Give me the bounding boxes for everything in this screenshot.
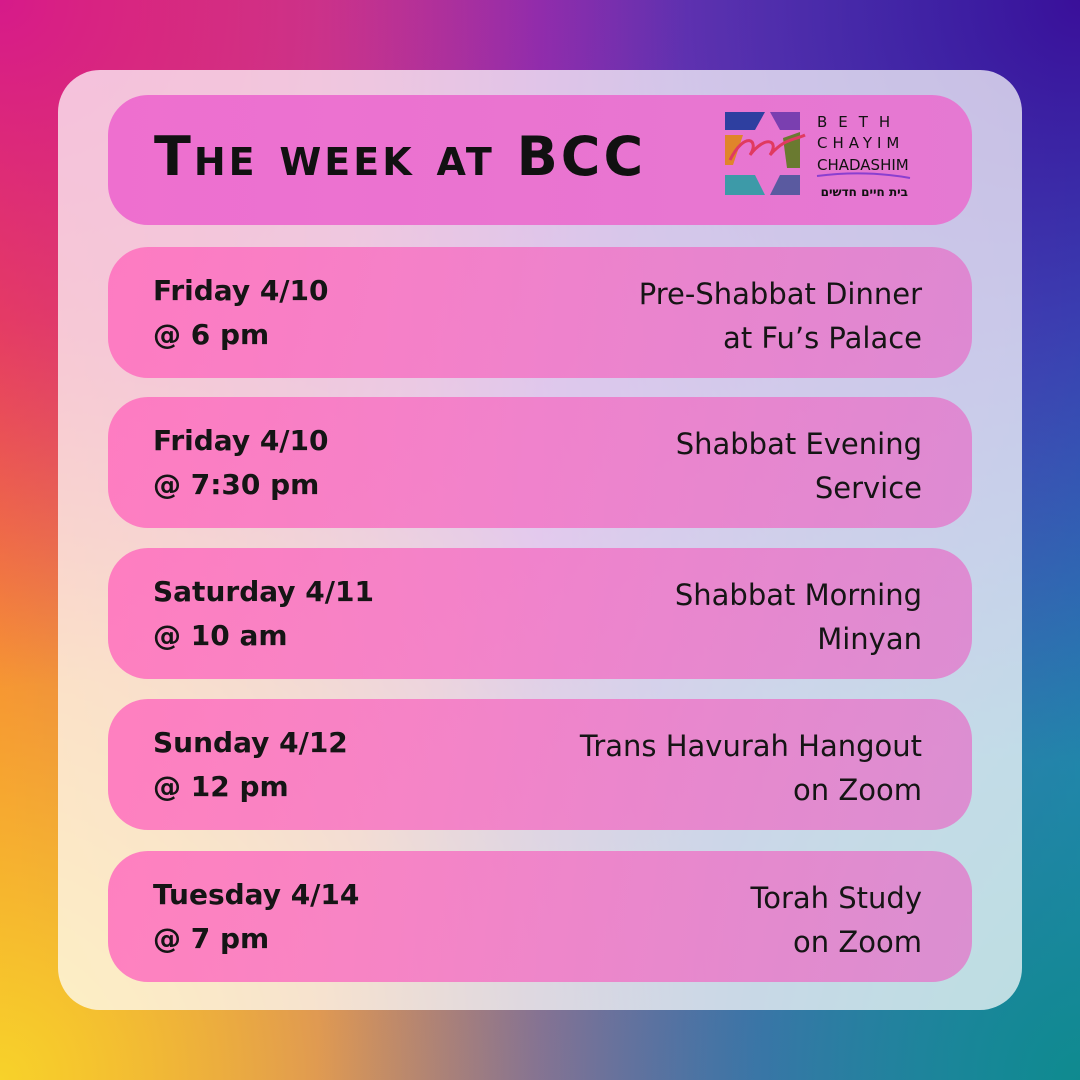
svg-text:BETH: BETH: [817, 113, 901, 131]
event-row: Tuesday 4/14 @ 7 pm Torah Study on Zoom: [108, 851, 972, 982]
event-time: @ 10 am: [153, 619, 288, 652]
event-location: Minyan: [817, 622, 922, 656]
page-title: The week at BCC: [154, 125, 647, 188]
event-title: Shabbat Evening: [675, 427, 922, 461]
event-day: Friday 4/10: [153, 424, 329, 457]
event-time: @ 7:30 pm: [153, 468, 320, 501]
event-day: Tuesday 4/14: [153, 878, 360, 911]
event-time: @ 6 pm: [153, 318, 270, 351]
event-day: Sunday 4/12: [153, 726, 348, 759]
event-row: Sunday 4/12 @ 12 pm Trans Havurah Hangout…: [108, 699, 972, 830]
event-location: on Zoom: [793, 925, 922, 959]
event-row: Saturday 4/11 @ 10 am Shabbat Morning Miny…: [108, 548, 972, 679]
event-title: Trans Havurah Hangout: [579, 729, 922, 763]
event-title: Shabbat Morning: [674, 578, 922, 612]
event-day: Saturday 4/11: [153, 575, 374, 608]
event-time: @ 12 pm: [153, 770, 289, 803]
event-row: Friday 4/10 @ 6 pm Pre-Shabbat Dinner at F…: [108, 247, 972, 378]
svg-text:בית חיים חדשים: בית חיים חדשים: [821, 185, 908, 199]
header-card: The week at BCC BETH CHAYIM CHADASHIM בי…: [108, 95, 972, 225]
event-location: on Zoom: [793, 773, 922, 807]
event-time: @ 7 pm: [153, 922, 270, 955]
event-title: Pre-Shabbat Dinner: [638, 277, 922, 311]
event-day: Friday 4/10: [153, 274, 329, 307]
svg-text:CHADASHIM: CHADASHIM: [817, 156, 909, 174]
event-row: Friday 4/10 @ 7:30 pm Shabbat Evening Serv…: [108, 397, 972, 528]
bcc-logo: BETH CHAYIM CHADASHIM בית חיים חדשים: [725, 112, 911, 199]
event-title: Torah Study: [750, 881, 922, 915]
event-location: at Fu’s Palace: [723, 321, 922, 355]
event-location: Service: [814, 471, 922, 505]
svg-text:CHAYIM: CHAYIM: [817, 134, 904, 152]
